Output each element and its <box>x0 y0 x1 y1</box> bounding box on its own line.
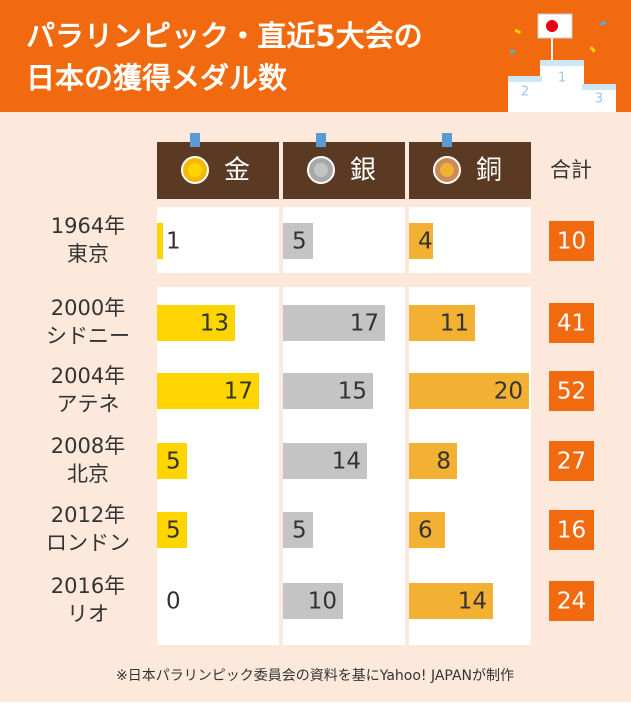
category-label: 2012年 <box>51 503 125 527</box>
bar <box>283 373 373 409</box>
total-box <box>549 303 594 343</box>
bar <box>157 512 187 548</box>
value-label: 10 <box>308 589 337 615</box>
value-label: 11 <box>440 311 469 337</box>
total-box <box>549 510 594 550</box>
bar <box>157 305 235 341</box>
bar <box>409 223 433 259</box>
medal-icon-inner <box>188 163 202 177</box>
value-label: 15 <box>338 379 367 405</box>
value-label: 20 <box>494 379 523 405</box>
legend-label: 銅 <box>476 156 502 186</box>
svg-text:3: 3 <box>595 92 603 107</box>
category-label: ロンドン <box>46 531 130 555</box>
svg-text:2: 2 <box>521 85 529 100</box>
bar <box>283 223 313 259</box>
total-value: 16 <box>557 518 586 544</box>
value-label: 13 <box>200 311 229 337</box>
category-label: 2004年 <box>51 364 125 388</box>
bar <box>409 305 475 341</box>
category-label: 東京 <box>67 242 109 266</box>
bar <box>283 305 385 341</box>
total-value: 41 <box>557 311 586 337</box>
total-value: 27 <box>557 449 586 475</box>
value-label: 0 <box>166 589 181 615</box>
value-label: 4 <box>418 229 433 255</box>
value-label: 8 <box>436 449 451 475</box>
legend-label: 銀 <box>350 156 376 186</box>
category-label: 2008年 <box>51 434 125 458</box>
category-label: シドニー <box>46 324 130 348</box>
panel <box>157 207 531 273</box>
bar <box>409 373 529 409</box>
title-line: 日本の獲得メダル数 <box>26 61 288 95</box>
bar <box>157 443 187 479</box>
total-box <box>549 221 594 261</box>
podium-icon: 1 2 3 <box>508 13 616 112</box>
total-box <box>549 441 594 481</box>
value-label: 17 <box>350 311 379 337</box>
category-label: 北京 <box>67 462 109 486</box>
category-label: 1964年 <box>51 214 125 238</box>
value-label: 5 <box>166 518 181 544</box>
source-note: ※日本パラリンピック委員会の資料を基にYahoo! JAPANが制作 <box>116 667 514 684</box>
value-label: 5 <box>292 518 307 544</box>
value-label: 14 <box>332 449 361 475</box>
bar <box>157 223 163 259</box>
category-label: アテネ <box>57 392 120 416</box>
category-label: リオ <box>67 602 109 626</box>
medal-icon-inner <box>440 163 454 177</box>
bar <box>409 443 457 479</box>
value-label: 17 <box>224 379 253 405</box>
total-value: 10 <box>557 229 586 255</box>
bar <box>283 583 343 619</box>
series-header <box>157 142 279 199</box>
total-box <box>549 581 594 621</box>
medal-icon-inner <box>314 163 328 177</box>
svg-text:1: 1 <box>558 71 566 86</box>
total-box <box>549 371 594 411</box>
value-label: 5 <box>292 229 307 255</box>
bar <box>157 373 259 409</box>
bar <box>283 512 313 548</box>
category-label: 2016年 <box>51 574 125 598</box>
series-header <box>283 142 405 199</box>
bar <box>283 443 367 479</box>
title-line: パラリンピック・直近5大会の <box>26 19 423 53</box>
legend-label: 金 <box>224 156 250 186</box>
medal-ribbon <box>190 133 200 147</box>
bar <box>409 583 493 619</box>
value-label: 5 <box>166 449 181 475</box>
total-value: 52 <box>557 379 586 405</box>
value-label: 6 <box>418 518 433 544</box>
bar <box>409 512 445 548</box>
value-label: 14 <box>458 589 487 615</box>
series-header <box>409 142 531 199</box>
value-label: 1 <box>166 229 181 255</box>
total-value: 24 <box>557 589 586 615</box>
medal-ribbon <box>316 133 326 147</box>
total-header: 合計 <box>550 158 592 182</box>
medal-ribbon <box>442 133 452 147</box>
category-label: 2000年 <box>51 296 125 320</box>
